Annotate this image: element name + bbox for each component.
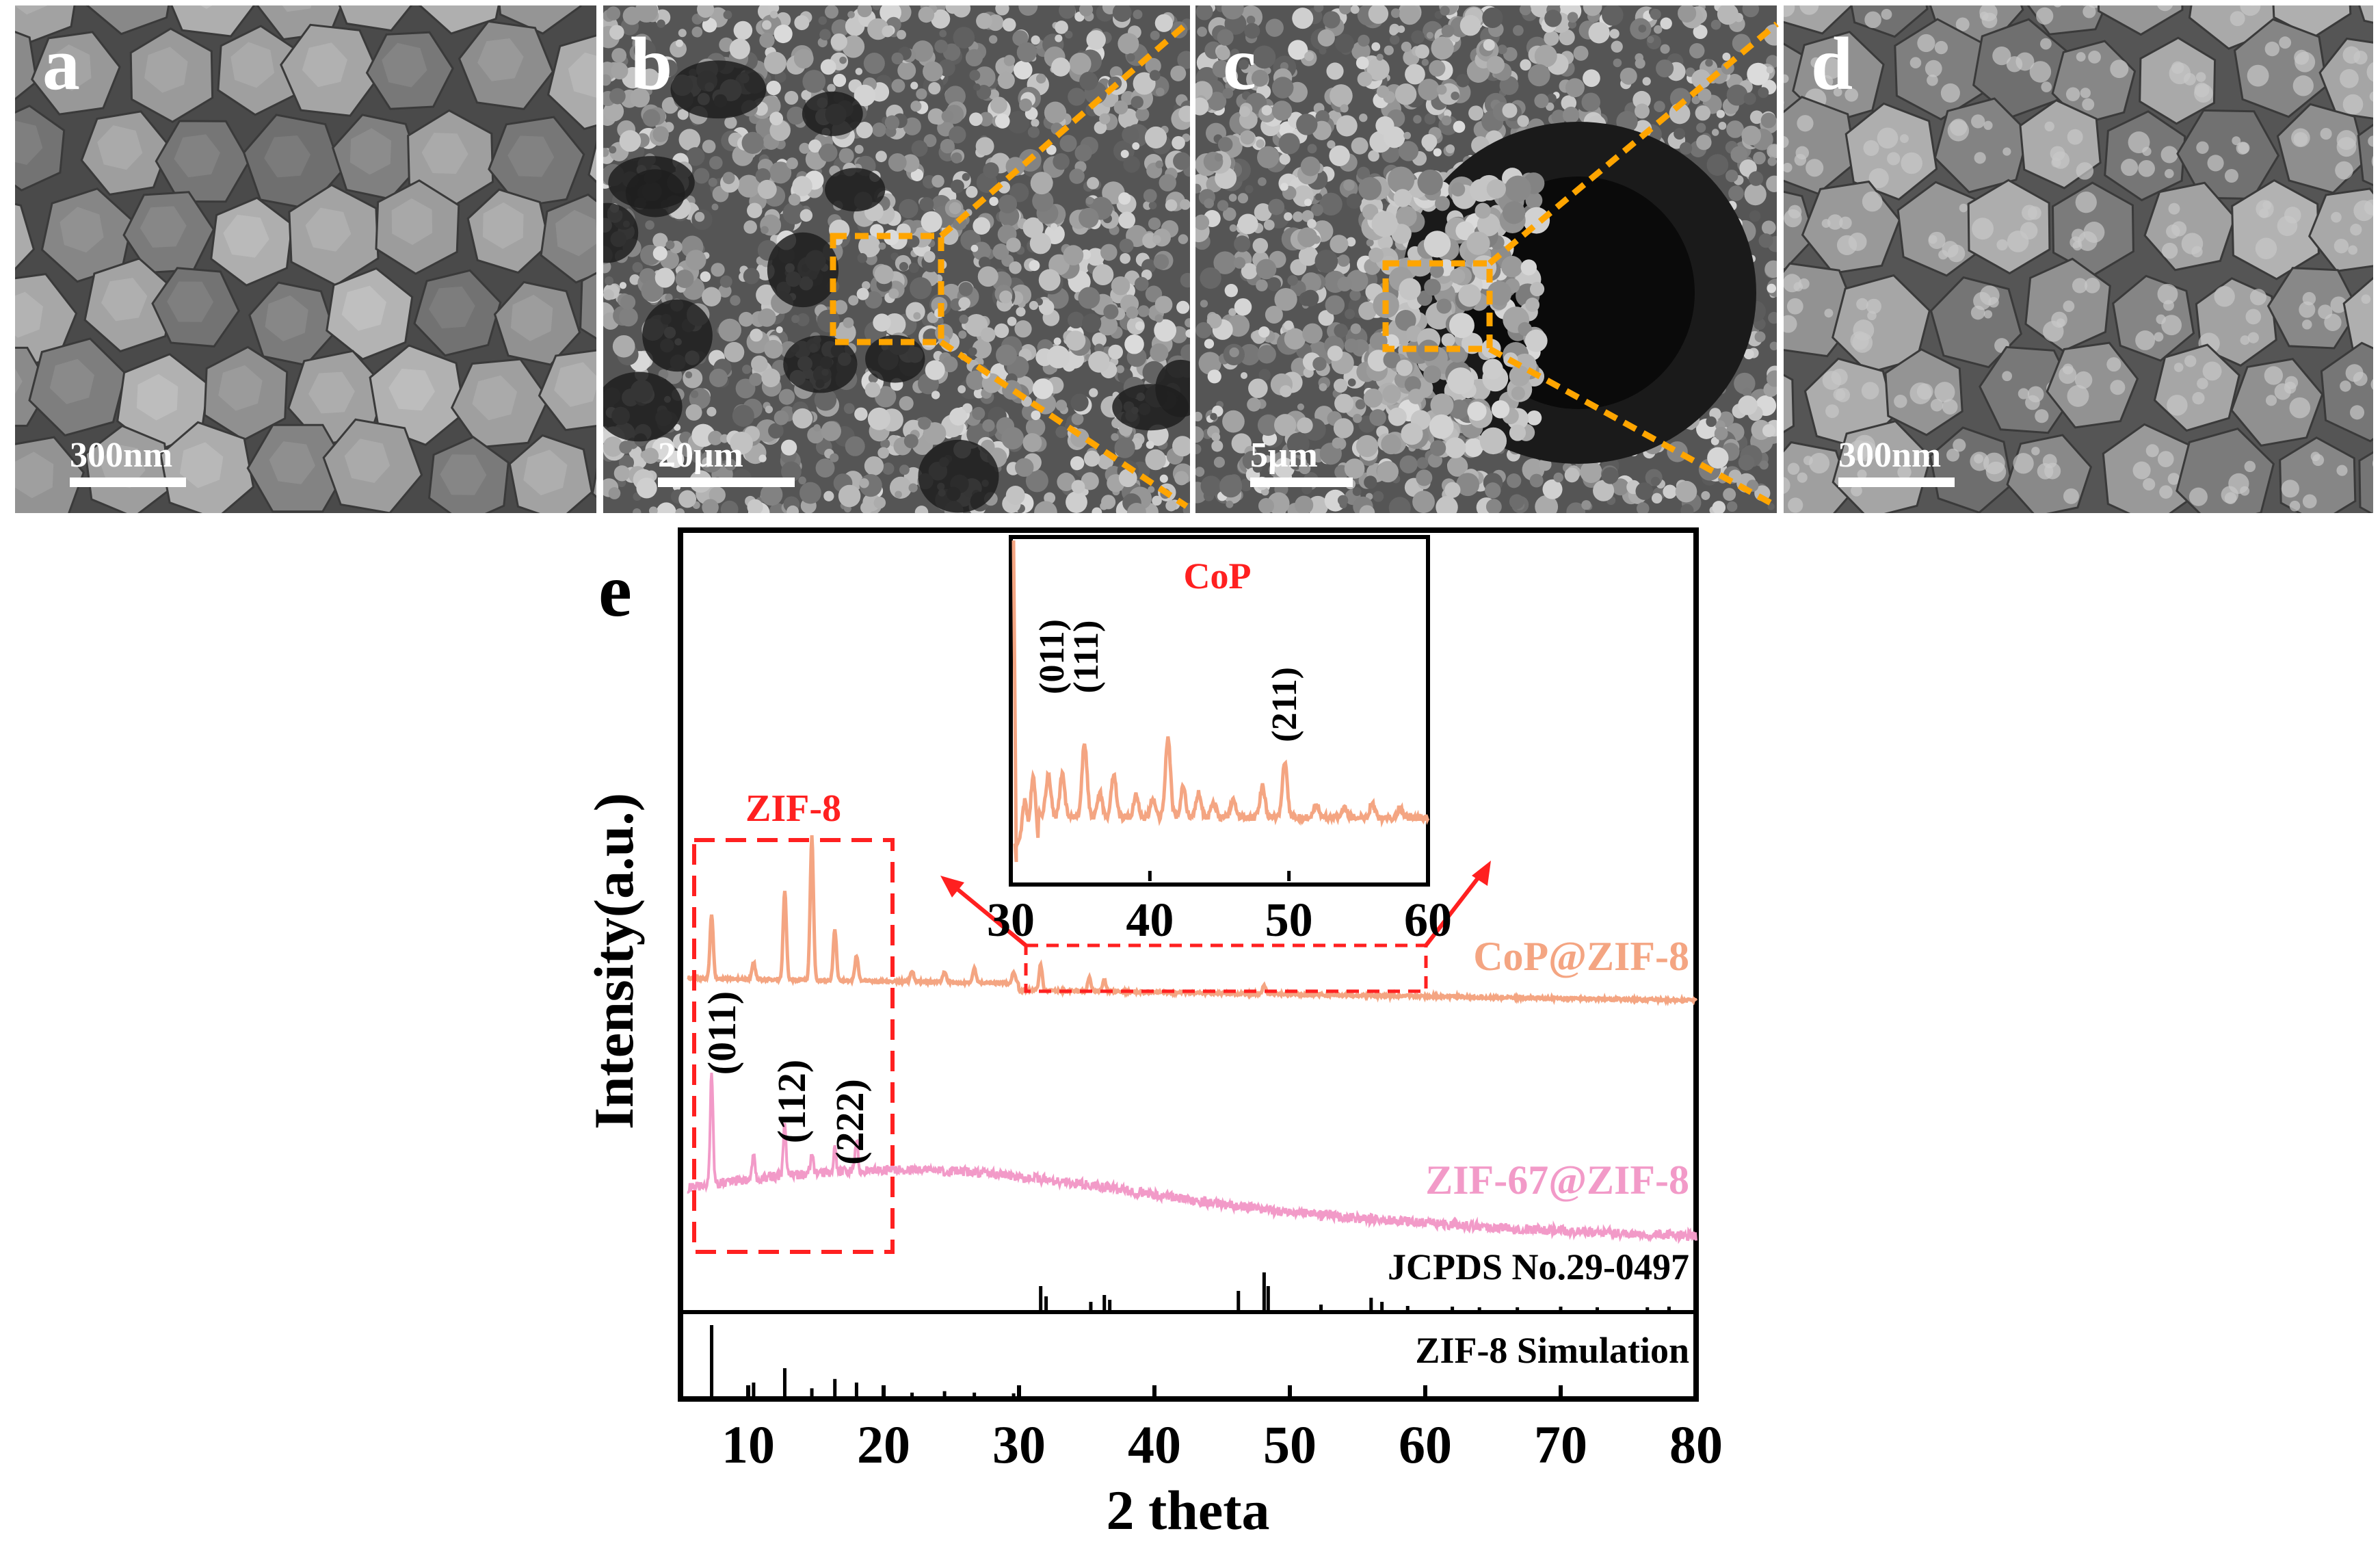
sem-image-a xyxy=(15,5,596,513)
jcpds-label: JCPDS No.29-0497 xyxy=(1388,1246,1689,1287)
arrowhead-right xyxy=(1472,861,1491,886)
scale-text-a: 300nm xyxy=(70,436,173,475)
inset-peak-labels: (011)(111) (211) xyxy=(1033,619,1304,742)
cop-zif8-curve xyxy=(687,835,1698,1006)
panel-label-c: c xyxy=(1223,22,1256,105)
panel-label-a: a xyxy=(42,22,80,105)
panel-label-d: d xyxy=(1811,22,1853,105)
sem-panel-a: a 300nm xyxy=(15,5,596,513)
inset-title: CoP xyxy=(1184,555,1252,597)
inset-peak-label: (011) xyxy=(1033,619,1072,694)
x-tick-label: 60 xyxy=(1399,1415,1452,1474)
sem-image-c xyxy=(1195,5,1777,513)
scale-bar-a xyxy=(70,477,186,487)
sem-panel-c: c 5μm xyxy=(1195,5,1777,513)
inset-peak-label: (211) xyxy=(1265,667,1304,742)
x-tick-label: 10 xyxy=(722,1415,775,1474)
scale-text-d: 300nm xyxy=(1838,436,1942,475)
inset-tick-label: 30 xyxy=(987,894,1035,947)
x-tick-label: 70 xyxy=(1534,1415,1587,1474)
peak-label: (011) xyxy=(700,991,744,1075)
arrowhead-left xyxy=(940,876,964,898)
zoom-line-c-bottom xyxy=(1488,346,1779,509)
cop-series-label: CoP@ZIF-8 xyxy=(1473,934,1689,979)
zif8-region-box xyxy=(692,838,895,1254)
zoom-indicators xyxy=(830,21,1779,509)
x-tick-label: 30 xyxy=(992,1415,1046,1474)
scale-text-c: 5μm xyxy=(1250,436,1318,475)
inset-tick-label: 60 xyxy=(1404,894,1452,947)
inset-peak-label: (111) xyxy=(1067,620,1106,694)
zoom-arrow-left xyxy=(948,880,1027,947)
inset-cop-curve xyxy=(1012,540,1430,863)
zoom-arrow-right xyxy=(1424,869,1486,947)
scale-text-b: 20μm xyxy=(658,436,743,475)
sim-label: ZIF-8 Simulation xyxy=(1415,1330,1689,1371)
sem-image-d xyxy=(1784,5,2373,513)
x-axis-label: 2 theta xyxy=(1106,1479,1269,1541)
scale-bar-c xyxy=(1250,477,1353,487)
y-axis-label: Intensity(a.u.) xyxy=(583,793,645,1129)
panel-label-b: b xyxy=(631,22,673,105)
zif8-sim-sticks xyxy=(710,1325,1016,1397)
sem-panel-b: b 20μm xyxy=(603,5,1190,513)
plot-frame xyxy=(678,527,1699,1402)
zif67-series-label: ZIF-67@ZIF-8 xyxy=(1425,1157,1689,1203)
zif67-zif8-curve xyxy=(687,1073,1697,1244)
zif8-box-label: ZIF-8 xyxy=(745,787,841,830)
inset-frame xyxy=(1009,535,1430,887)
x-tick-label: 50 xyxy=(1263,1415,1317,1474)
inset-tick-label: 40 xyxy=(1126,894,1174,947)
zoom-line-b-bottom xyxy=(939,339,1189,509)
x-tick-label: 80 xyxy=(1669,1415,1723,1474)
x-tick-label: 20 xyxy=(857,1415,910,1474)
scale-bar-b xyxy=(658,477,795,487)
zoom-line-b-top xyxy=(939,21,1189,239)
zoom-box-b xyxy=(830,233,944,345)
scale-bar-d xyxy=(1838,477,1955,487)
cop-region-box xyxy=(1024,943,1428,993)
jcpds-sticks xyxy=(1039,1272,1671,1310)
zoom-line-c-top xyxy=(1488,21,1779,266)
peak-label: (222) xyxy=(828,1079,872,1165)
sem-texture xyxy=(1784,5,2373,513)
sem-texture xyxy=(15,5,596,513)
sem-panel-d: d 300nm xyxy=(1784,5,2373,513)
peak-label: (112) xyxy=(769,1060,814,1143)
inset-tick-label: 50 xyxy=(1265,894,1313,947)
sem-image-b xyxy=(603,5,1190,513)
sem-texture xyxy=(1195,5,1777,513)
panel-label-e: e xyxy=(598,549,632,632)
x-tick-label: 40 xyxy=(1128,1415,1181,1474)
sem-texture xyxy=(603,5,1190,513)
zoom-box-c xyxy=(1382,260,1493,352)
peak-labels: (011) (112) (222) xyxy=(700,991,872,1165)
